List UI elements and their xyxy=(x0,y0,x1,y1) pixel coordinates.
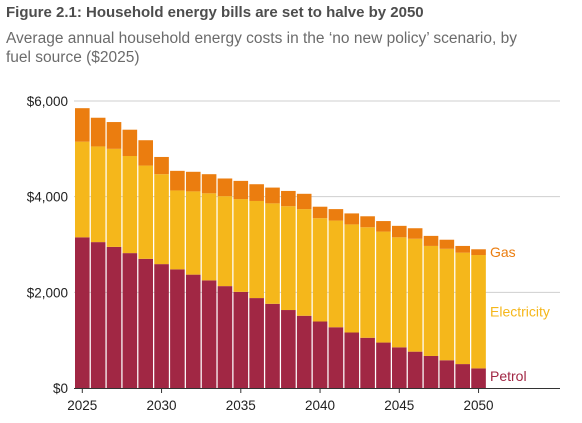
series-labels: Petrol Electricity Gas xyxy=(490,244,550,384)
chart-title: Figure 2.1: Household energy bills are s… xyxy=(6,4,424,21)
y-axis-ticks: $0 $2,000 $4,000 $6,000 xyxy=(27,94,68,396)
bar-gas-2047 xyxy=(423,235,439,246)
bar-petrol-2036 xyxy=(249,298,264,388)
bar-gas-2029 xyxy=(138,140,153,166)
bar-gas-2038 xyxy=(281,190,296,207)
bar-electricity-2042 xyxy=(344,224,360,333)
bar-electricity-2048 xyxy=(439,248,455,361)
bar-gas-2046 xyxy=(407,228,423,239)
bar-gas-2045 xyxy=(392,225,407,238)
x-tick-label: 2035 xyxy=(226,398,256,413)
bar-gas-2048 xyxy=(439,239,455,249)
bar-petrol-2026 xyxy=(90,242,106,388)
bar-gas-2050 xyxy=(471,249,486,256)
bar-gas-2049 xyxy=(455,245,470,253)
bars xyxy=(75,108,486,389)
bar-electricity-2036 xyxy=(249,200,264,299)
bar-petrol-2029 xyxy=(138,258,153,388)
bar-gas-2042 xyxy=(344,213,360,225)
bar-electricity-2037 xyxy=(265,203,280,304)
bar-electricity-2031 xyxy=(170,190,185,270)
x-tick-label: 2025 xyxy=(67,398,97,413)
bar-gas-2026 xyxy=(90,117,106,147)
bar-petrol-2034 xyxy=(217,286,233,388)
bar-petrol-2045 xyxy=(392,347,407,388)
bar-gas-2040 xyxy=(312,206,328,219)
bar-petrol-2031 xyxy=(170,269,185,388)
bar-petrol-2043 xyxy=(360,337,375,388)
bar-petrol-2044 xyxy=(376,342,391,388)
y-tick-label: $0 xyxy=(53,381,68,396)
bar-electricity-2026 xyxy=(90,146,106,243)
bar-electricity-2039 xyxy=(296,209,312,316)
bar-electricity-2038 xyxy=(281,206,296,311)
bar-electricity-2027 xyxy=(106,148,122,247)
bar-gas-2039 xyxy=(296,193,312,210)
bar-electricity-2049 xyxy=(455,252,470,365)
y-tick-label: $2,000 xyxy=(27,285,68,300)
bar-gas-2027 xyxy=(106,122,122,149)
bar-petrol-2025 xyxy=(75,237,90,388)
bar-petrol-2030 xyxy=(154,264,169,388)
bar-gas-2030 xyxy=(154,156,169,175)
series-label-gas: Gas xyxy=(490,244,516,260)
x-tick-label: 2030 xyxy=(147,398,177,413)
bar-petrol-2035 xyxy=(233,291,249,388)
bar-petrol-2050 xyxy=(471,368,486,388)
bar-gas-2043 xyxy=(360,216,375,228)
bar-electricity-2035 xyxy=(233,199,249,292)
bar-gas-2036 xyxy=(249,184,264,201)
bar-electricity-2025 xyxy=(75,141,90,238)
bar-gas-2031 xyxy=(170,170,185,191)
bar-petrol-2028 xyxy=(122,253,138,388)
bar-petrol-2040 xyxy=(312,321,328,388)
bar-gas-2041 xyxy=(328,209,344,221)
bar-gas-2025 xyxy=(75,108,90,142)
bar-gas-2032 xyxy=(185,171,201,192)
bar-petrol-2032 xyxy=(185,274,201,388)
series-label-electricity: Electricity xyxy=(490,304,550,320)
bar-electricity-2040 xyxy=(312,218,328,322)
series-label-petrol: Petrol xyxy=(490,368,527,384)
x-tick-label: 2045 xyxy=(384,398,414,413)
bar-gas-2033 xyxy=(201,174,217,194)
bar-electricity-2041 xyxy=(328,220,344,328)
bar-petrol-2027 xyxy=(106,246,122,388)
bar-petrol-2037 xyxy=(265,303,280,388)
bar-petrol-2042 xyxy=(344,332,360,388)
bar-petrol-2047 xyxy=(423,355,439,388)
bar-petrol-2048 xyxy=(439,360,455,388)
bar-gas-2028 xyxy=(122,129,138,157)
x-tick-label: 2050 xyxy=(464,398,494,413)
bar-electricity-2029 xyxy=(138,165,153,259)
y-tick-label: $6,000 xyxy=(27,94,68,109)
y-tick-label: $4,000 xyxy=(27,190,68,205)
bar-petrol-2041 xyxy=(328,327,344,388)
bar-gas-2037 xyxy=(265,187,280,204)
bar-electricity-2033 xyxy=(201,193,217,281)
bar-electricity-2028 xyxy=(122,156,138,254)
bar-electricity-2043 xyxy=(360,227,375,338)
bar-gas-2034 xyxy=(217,178,233,197)
chart-subtitle: Average annual household energy costs in… xyxy=(6,30,517,66)
bar-electricity-2044 xyxy=(376,231,391,343)
bar-petrol-2033 xyxy=(201,280,217,389)
bar-electricity-2047 xyxy=(423,245,439,356)
bar-petrol-2046 xyxy=(407,351,423,388)
bar-electricity-2046 xyxy=(407,238,423,352)
bar-petrol-2049 xyxy=(455,364,470,388)
bar-petrol-2039 xyxy=(296,315,312,388)
bar-electricity-2045 xyxy=(392,237,407,348)
bar-gas-2044 xyxy=(376,221,391,232)
bar-electricity-2050 xyxy=(471,255,486,369)
x-axis-ticks: 2025 2030 2035 2040 2045 2050 xyxy=(67,388,494,413)
bar-electricity-2032 xyxy=(185,191,201,275)
bar-electricity-2030 xyxy=(154,174,169,265)
bar-petrol-2038 xyxy=(281,310,296,388)
bar-gas-2035 xyxy=(233,180,249,200)
x-tick-label: 2040 xyxy=(305,398,335,413)
bar-electricity-2034 xyxy=(217,196,233,287)
